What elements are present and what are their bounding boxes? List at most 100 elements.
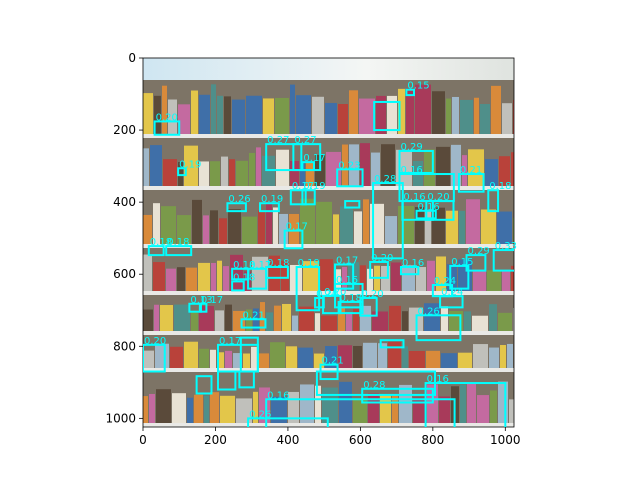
x-tick-label: 400: [276, 433, 299, 447]
detection-box: [265, 398, 456, 427]
detection-score-label: 0.33: [495, 241, 517, 252]
y-tick-label: 800: [113, 339, 136, 353]
detection-box: [259, 202, 280, 213]
detection-box: [334, 282, 364, 309]
detection-box: [398, 149, 434, 174]
detection-score-label: 0.17: [201, 295, 223, 306]
detection-box: [449, 264, 470, 290]
detection-score-label: 0.19: [179, 159, 201, 170]
detection-score-label: 0.19: [261, 194, 283, 205]
x-axis: 0 200 400 600 800 1000: [139, 427, 521, 447]
detection-score-label: 0.17: [336, 255, 358, 266]
detection-score-label: 0.18: [340, 293, 362, 304]
detection-box: [465, 254, 487, 272]
detection-box: [165, 245, 193, 257]
detection-score-label: 0.21: [460, 165, 482, 176]
detection-score-label: 0.17: [303, 153, 325, 164]
detection-box: [439, 295, 464, 309]
x-tick-label: 1000: [490, 433, 521, 447]
detection-box: [301, 161, 316, 172]
detection-box: [457, 173, 485, 193]
detection-score-label: 0.15: [451, 257, 473, 268]
detection-boxes: [143, 88, 514, 427]
detection-box: [188, 302, 202, 313]
detection-box: [322, 294, 342, 315]
detection-score-label: 0.26: [249, 409, 271, 420]
detection-score-label: 0.29: [401, 142, 423, 153]
detection-labels: 0.150.200.27 0.270.190.290.170.23 0.16 0.21…: [144, 81, 517, 421]
detection-box: [399, 266, 420, 276]
x-tick-label: 0: [139, 433, 147, 447]
x-tick-label: 200: [204, 433, 227, 447]
detection-box: [373, 100, 401, 132]
detection-box: [337, 300, 364, 315]
y-tick-label: 1000: [105, 411, 136, 425]
detection-box: [415, 209, 437, 220]
detection-score-label: 0.24: [441, 287, 463, 298]
detection-box: [369, 260, 389, 279]
x-tick-label: 600: [349, 433, 372, 447]
detection-score-label: 0.20: [361, 289, 383, 300]
y-tick-label: 0: [128, 51, 136, 65]
detection-box: [240, 318, 267, 329]
detection-score-label: 0.19: [298, 258, 320, 269]
detection-box: [336, 168, 364, 188]
detection-box: [289, 189, 307, 206]
detection-score-label: 0.17: [249, 260, 271, 271]
detection-box: [247, 417, 329, 427]
detection-box: [198, 302, 208, 313]
detection-score-label: 0.19: [303, 181, 325, 192]
detection-box: [295, 266, 321, 312]
detection-score-label: 0.28: [374, 174, 396, 185]
detection-box: [265, 143, 303, 172]
detection-box: [487, 189, 500, 213]
y-axis: 0 200 400 600 800 1000: [105, 51, 143, 425]
detection-score-label: 0.20: [316, 289, 338, 300]
detection-score-label: 0.27: [267, 135, 289, 146]
detection-score-label: 0.26: [418, 306, 440, 317]
detection-score-label: 0.16: [401, 165, 423, 176]
y-tick-label: 400: [113, 195, 136, 209]
x-tick-label: 800: [421, 433, 444, 447]
detection-box: [177, 167, 187, 177]
detection-score-label: 0.20: [144, 336, 166, 347]
detection-score-label: 0.17: [219, 336, 241, 347]
detection-box: [405, 88, 416, 97]
detection-score-label: 0.21: [322, 356, 344, 367]
detection-score-label: 0.15: [336, 275, 358, 286]
detection-box: [415, 314, 462, 342]
detection-score-label: 0.15: [407, 81, 429, 92]
detection-score-label: 0.18: [233, 272, 255, 283]
detection-box: [216, 370, 237, 391]
detection-score-label: 0.29: [468, 246, 490, 257]
detection-score-label: 0.18: [150, 237, 172, 248]
detection-box: [424, 382, 507, 427]
detection-score-label: 0.27: [294, 135, 316, 146]
photo: [143, 58, 514, 427]
y-tick-label: 600: [113, 267, 136, 281]
detection-score-label: 0.26: [228, 194, 250, 205]
detection-box: [226, 202, 247, 213]
detection-score-label: 0.16: [402, 258, 424, 269]
detection-box: [231, 280, 245, 292]
detection-box: [153, 120, 181, 136]
detection-box: [283, 229, 304, 250]
detection-score-label: 0.20: [156, 112, 178, 123]
detection-score-label: 0.18: [489, 181, 511, 192]
detection-score-label: 0.20: [324, 287, 346, 298]
detection-box: [301, 189, 316, 206]
detection-box: [143, 343, 166, 373]
detection-score-label: 0.13: [190, 295, 212, 306]
detection-box: [379, 339, 405, 349]
detection-box: [265, 266, 289, 279]
detection-score-label: 0.20: [427, 192, 449, 203]
detection-score-label: 0.21: [243, 310, 265, 321]
detection-score-label: 0.16: [418, 202, 440, 213]
detection-score-label: 0.18: [267, 258, 289, 269]
detection-box: [195, 375, 213, 395]
detection-score-label: 0.18: [167, 237, 189, 248]
detection-box: [334, 263, 355, 290]
detection-score-label: 0.16: [403, 192, 425, 203]
detection-score-label: 0.18: [233, 260, 255, 271]
y-tick-label: 200: [113, 123, 136, 137]
